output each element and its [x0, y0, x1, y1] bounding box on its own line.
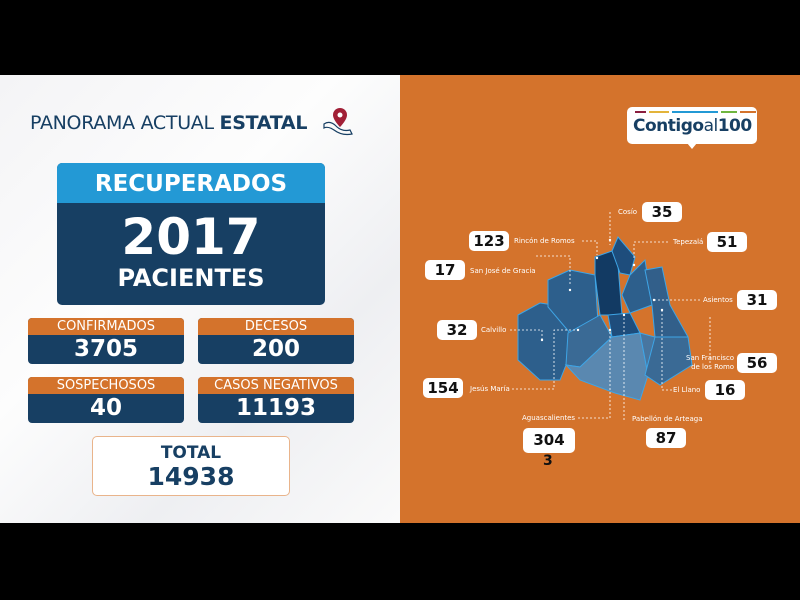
municipio-value-jesus-maria: 154 — [423, 378, 463, 398]
stat-label: CASOS NEGATIVOS — [198, 377, 354, 394]
logo-color-bars — [635, 111, 756, 113]
region-calvillo — [517, 302, 571, 381]
mexico-map-pin-icon — [323, 108, 353, 136]
municipio-label-rincon-de-romos: Rincón de Romos — [514, 237, 575, 245]
recuperados-label: RECUPERADOS — [57, 163, 325, 203]
region-tepezala — [621, 258, 653, 314]
region-asientos — [644, 266, 689, 338]
confirmados-card: CONFIRMADOS 3705 — [28, 318, 184, 364]
decesos-card: DECESOS 200 — [198, 318, 354, 364]
page-title: PANORAMA ACTUAL ESTATAL — [30, 112, 308, 134]
municipio-label-jesus-maria: Jesús María — [470, 385, 510, 393]
recuperados-unit: PACIENTES — [117, 264, 265, 292]
total-label: TOTAL — [160, 443, 222, 463]
casos-negativos-card: CASOS NEGATIVOS 11193 — [198, 377, 354, 423]
municipio-label-aguascalientes: Aguascalientes — [522, 414, 576, 422]
region-cosio — [611, 236, 636, 276]
municipio-value-san-jose-de-gracia: 17 — [425, 260, 465, 280]
recuperados-card: RECUPERADOS 2017 PACIENTES — [57, 163, 325, 305]
municipio-label-pabellon: Pabellón de Arteaga — [632, 415, 703, 423]
contigo-al-100-logo: Contigoal100 — [627, 107, 757, 149]
stat-value: 11193 — [235, 395, 317, 421]
municipio-label-el-llano: El Llano — [673, 386, 701, 394]
municipio-label-tepezala: Tepezalá — [673, 238, 704, 246]
region-el-llano — [644, 336, 693, 386]
municipio-value-pabellon: 87 — [646, 428, 686, 448]
stat-label: CONFIRMADOS — [28, 318, 184, 335]
municipio-value-cosio: 35 — [642, 202, 682, 222]
municipio-value-rincon-de-romos: 123 — [469, 231, 509, 251]
municipio-value-overflow: 3 — [543, 453, 553, 469]
sospechosos-card: SOSPECHOSOS 40 — [28, 377, 184, 423]
municipio-value-asientos: 31 — [737, 290, 777, 310]
municipio-value-calvillo: 32 — [437, 320, 477, 340]
municipio-label-asientos: Asientos — [703, 296, 733, 304]
municipio-label-san-jose-de-gracia: San José de Gracia — [470, 267, 536, 275]
stat-value: 40 — [89, 395, 122, 421]
recuperados-value: 2017 — [121, 208, 261, 266]
municipio-label-cosio: Cosío — [618, 208, 638, 216]
aguascalientes-map — [510, 212, 711, 420]
municipio-value-aguascalientes: 304 — [523, 428, 575, 453]
stat-value: 200 — [251, 336, 300, 362]
municipio-value-el-llano: 16 — [705, 380, 745, 400]
municipio-value-san-francisco: 56 — [737, 353, 777, 373]
total-card: TOTAL 14938 — [92, 436, 290, 496]
stat-value: 3705 — [73, 336, 138, 362]
stat-label: SOSPECHOSOS — [28, 377, 184, 394]
municipio-label-calvillo: Calvillo — [481, 326, 507, 334]
municipio-label-san-francisco: San Francisco de los Romo — [686, 354, 735, 371]
total-value: 14938 — [147, 462, 235, 491]
stat-label: DECESOS — [198, 318, 354, 335]
municipio-value-tepezala: 51 — [707, 232, 747, 252]
